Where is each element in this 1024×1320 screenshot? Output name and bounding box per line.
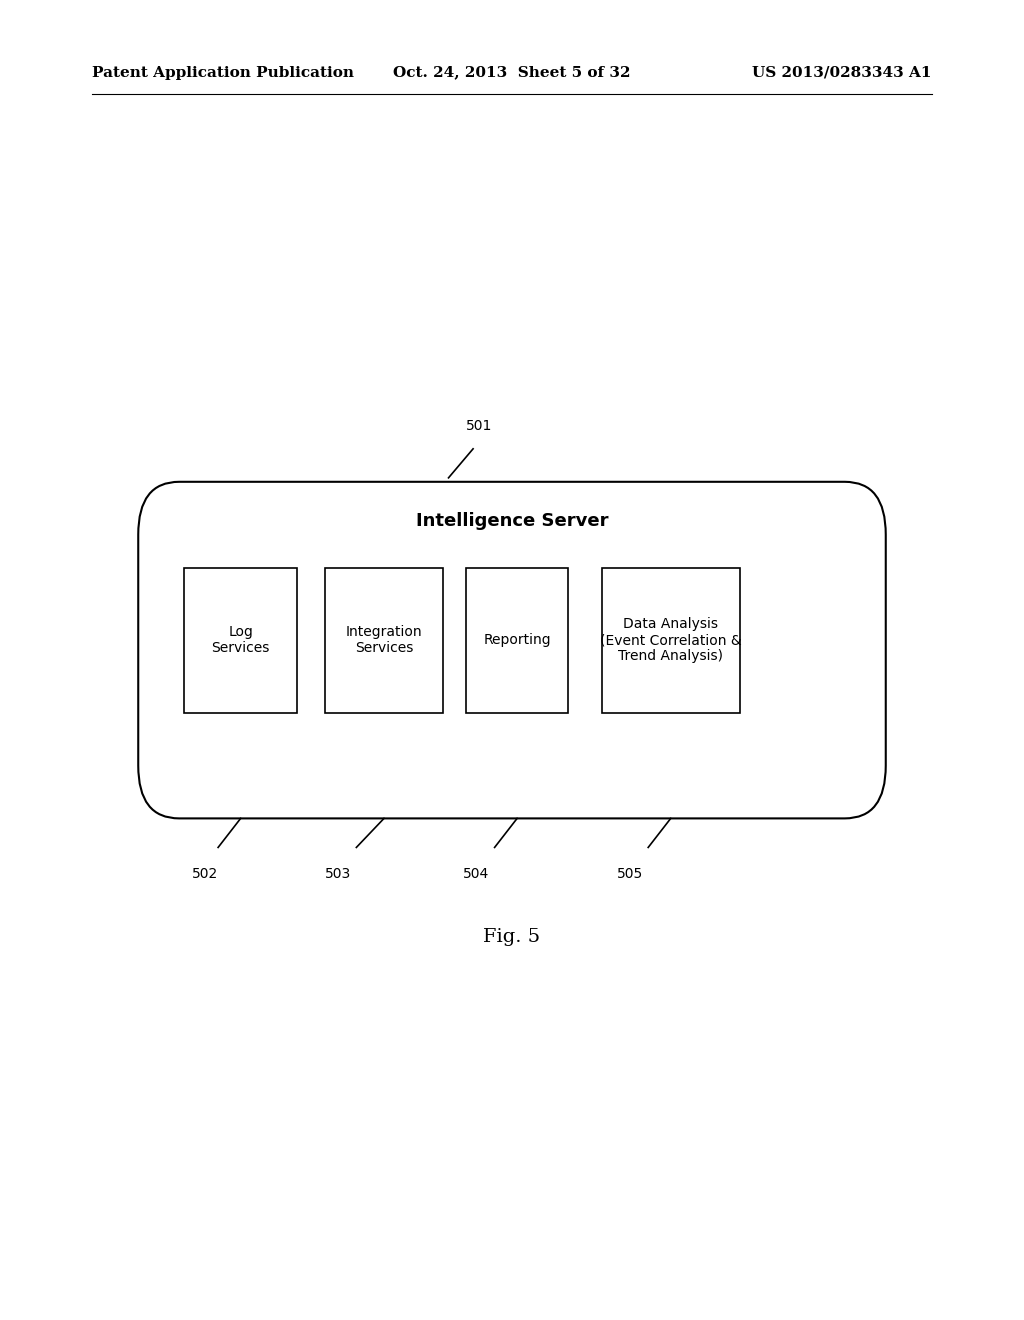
Text: 505: 505 [616, 867, 643, 882]
Bar [326, 568, 442, 713]
Text: Reporting: Reporting [483, 634, 551, 647]
Text: Integration
Services: Integration Services [346, 626, 422, 655]
Text: US 2013/0283343 A1: US 2013/0283343 A1 [753, 66, 932, 79]
Text: Intelligence Server: Intelligence Server [416, 512, 608, 531]
Bar [466, 568, 568, 713]
Text: Fig. 5: Fig. 5 [483, 928, 541, 946]
Text: 501: 501 [466, 418, 493, 433]
Text: 503: 503 [325, 867, 351, 882]
Text: Patent Application Publication: Patent Application Publication [92, 66, 354, 79]
Text: Oct. 24, 2013  Sheet 5 of 32: Oct. 24, 2013 Sheet 5 of 32 [393, 66, 631, 79]
Text: 504: 504 [463, 867, 489, 882]
Text: 502: 502 [191, 867, 218, 882]
Bar [602, 568, 739, 713]
Bar [184, 568, 297, 713]
Text: Data Analysis
(Event Correlation &
Trend Analysis): Data Analysis (Event Correlation & Trend… [600, 616, 741, 664]
FancyBboxPatch shape [138, 482, 886, 818]
Text: Log
Services: Log Services [211, 626, 270, 655]
